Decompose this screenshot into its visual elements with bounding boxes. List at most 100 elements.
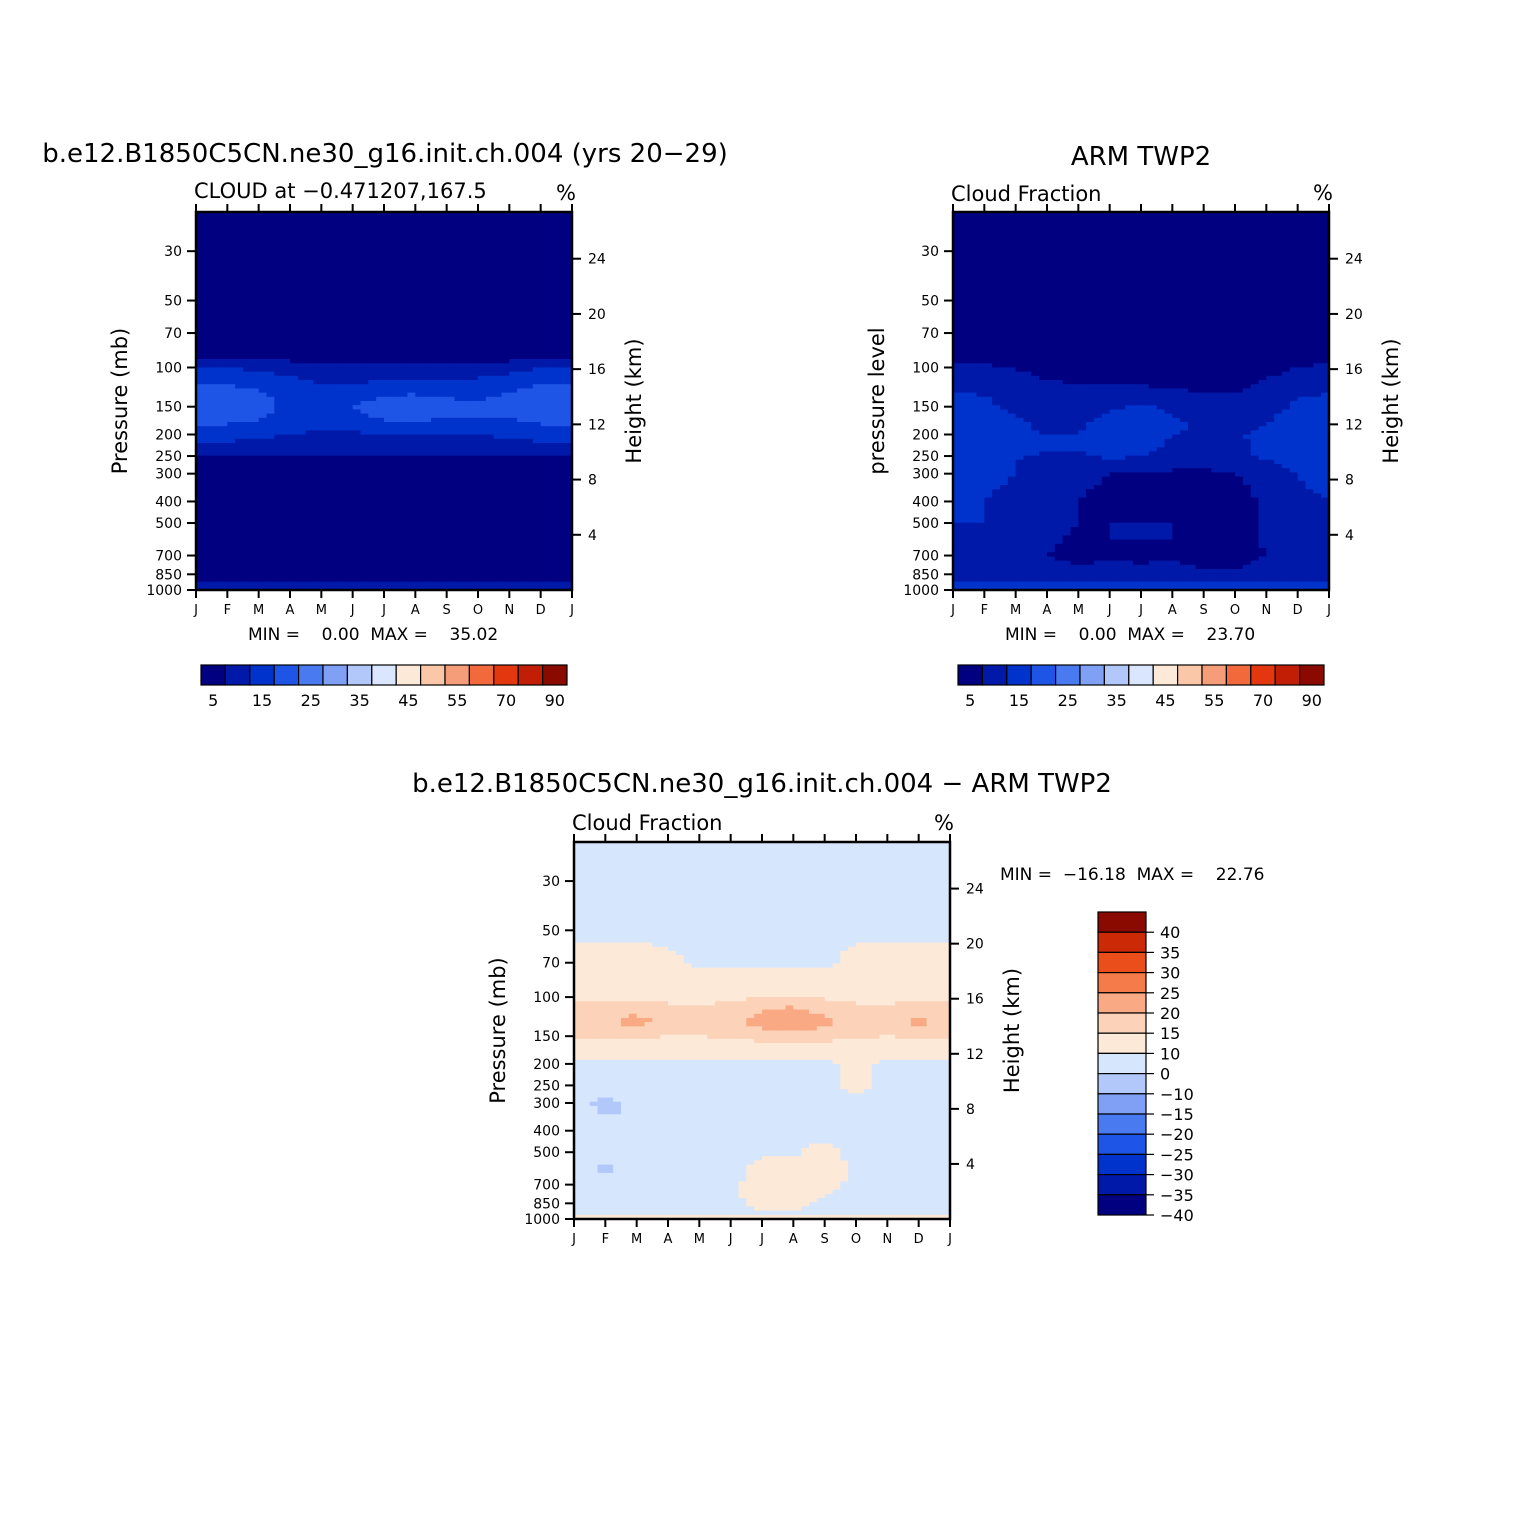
contour-cell [548, 300, 557, 305]
contour-cell [399, 329, 409, 335]
contour-cell [329, 279, 338, 284]
contour-cell [454, 472, 463, 478]
contour-cell [407, 254, 416, 259]
contour-cell [501, 300, 510, 305]
contour-cell [992, 485, 1001, 490]
contour-cell [454, 212, 463, 217]
contour-cell [976, 333, 985, 339]
contour-cell [352, 497, 362, 503]
colorbar-swatch [224, 664, 251, 686]
contour-cell [376, 283, 385, 289]
contour-cell [984, 501, 993, 507]
contour-cell [438, 329, 448, 335]
contour-cell [509, 493, 518, 499]
contour-cell [203, 254, 213, 259]
contour-cell [266, 220, 275, 226]
contour-cell [968, 569, 978, 574]
contour-cell [992, 527, 1001, 532]
contour-cell [556, 216, 565, 221]
contour-cell [376, 275, 385, 280]
contour-cell [368, 245, 377, 251]
contour-cell [984, 459, 993, 465]
contour-cell [227, 291, 236, 297]
contour-cell [438, 296, 448, 301]
contour-cell [446, 283, 456, 289]
contour-cell [548, 405, 557, 410]
contour-cell [266, 485, 275, 490]
contour-cell [258, 384, 268, 389]
contour-cell [329, 266, 338, 272]
contour-cell [485, 535, 495, 541]
contour-cell [290, 245, 299, 251]
contour-cell [485, 543, 495, 549]
contour-cell [266, 552, 275, 557]
contour-cell [446, 409, 456, 415]
contour-cell [266, 363, 275, 368]
contour-cell [960, 468, 970, 473]
contour-cell [556, 430, 565, 436]
contour-cell [266, 224, 275, 230]
contour-cell [297, 346, 307, 352]
contour-cell [352, 510, 362, 515]
contour-cell [953, 493, 962, 499]
contour-cell [462, 321, 471, 326]
contour-cell [992, 501, 1001, 507]
contour-cell [485, 447, 495, 452]
contour-cell [509, 321, 518, 326]
contour-cell [368, 249, 377, 255]
contour-cell [243, 573, 252, 578]
contour-cell [384, 569, 393, 574]
contour-cell [368, 434, 377, 440]
contour-cell [266, 548, 275, 553]
contour-cell [407, 501, 416, 507]
contour-cell [360, 279, 369, 284]
contour-cell [556, 350, 565, 356]
contour-cell [960, 241, 970, 247]
contour-cell [290, 451, 299, 457]
contour-cell [196, 312, 205, 318]
contour-cell [329, 535, 338, 541]
contour-cell [274, 556, 283, 562]
contour-cell [274, 350, 283, 356]
contour-cell [266, 527, 275, 532]
contour-cell [532, 228, 542, 234]
contour-cell [525, 485, 534, 490]
contour-cell [462, 506, 471, 511]
contour-cell [485, 308, 495, 314]
contour-cell [501, 401, 510, 406]
contour-cell [431, 577, 440, 583]
contour-cell [266, 506, 275, 511]
contour-cell [266, 581, 275, 587]
contour-cell [564, 367, 573, 373]
contour-cell [431, 422, 440, 427]
contour-cell [243, 359, 252, 364]
contour-cell [984, 254, 993, 259]
contour-cell [196, 241, 205, 247]
contour-cell [438, 312, 448, 318]
contour-cell [274, 535, 283, 541]
contour-cell [423, 518, 432, 524]
contour-cell [462, 510, 471, 515]
contour-cell [462, 392, 471, 398]
contour-cell [376, 396, 385, 402]
contour-cell [391, 346, 401, 352]
contour-cell [517, 279, 526, 284]
contour-cell [548, 430, 557, 436]
contour-cell [493, 329, 503, 335]
contour-cell [219, 527, 228, 532]
contour-cell [564, 476, 573, 482]
contour-cell [329, 212, 338, 217]
contour-cell [953, 367, 962, 373]
contour-cell [532, 409, 542, 415]
contour-cell [227, 228, 236, 234]
contour-cell [493, 266, 503, 272]
contour-cell [556, 346, 565, 352]
contour-cell [976, 573, 985, 578]
contour-cell [329, 258, 338, 263]
contour-cell [470, 476, 479, 482]
contour-cell [274, 275, 283, 280]
contour-cell [478, 308, 487, 314]
contour-cell [391, 468, 401, 473]
contour-cell [446, 476, 456, 482]
contour-cell [984, 434, 993, 440]
